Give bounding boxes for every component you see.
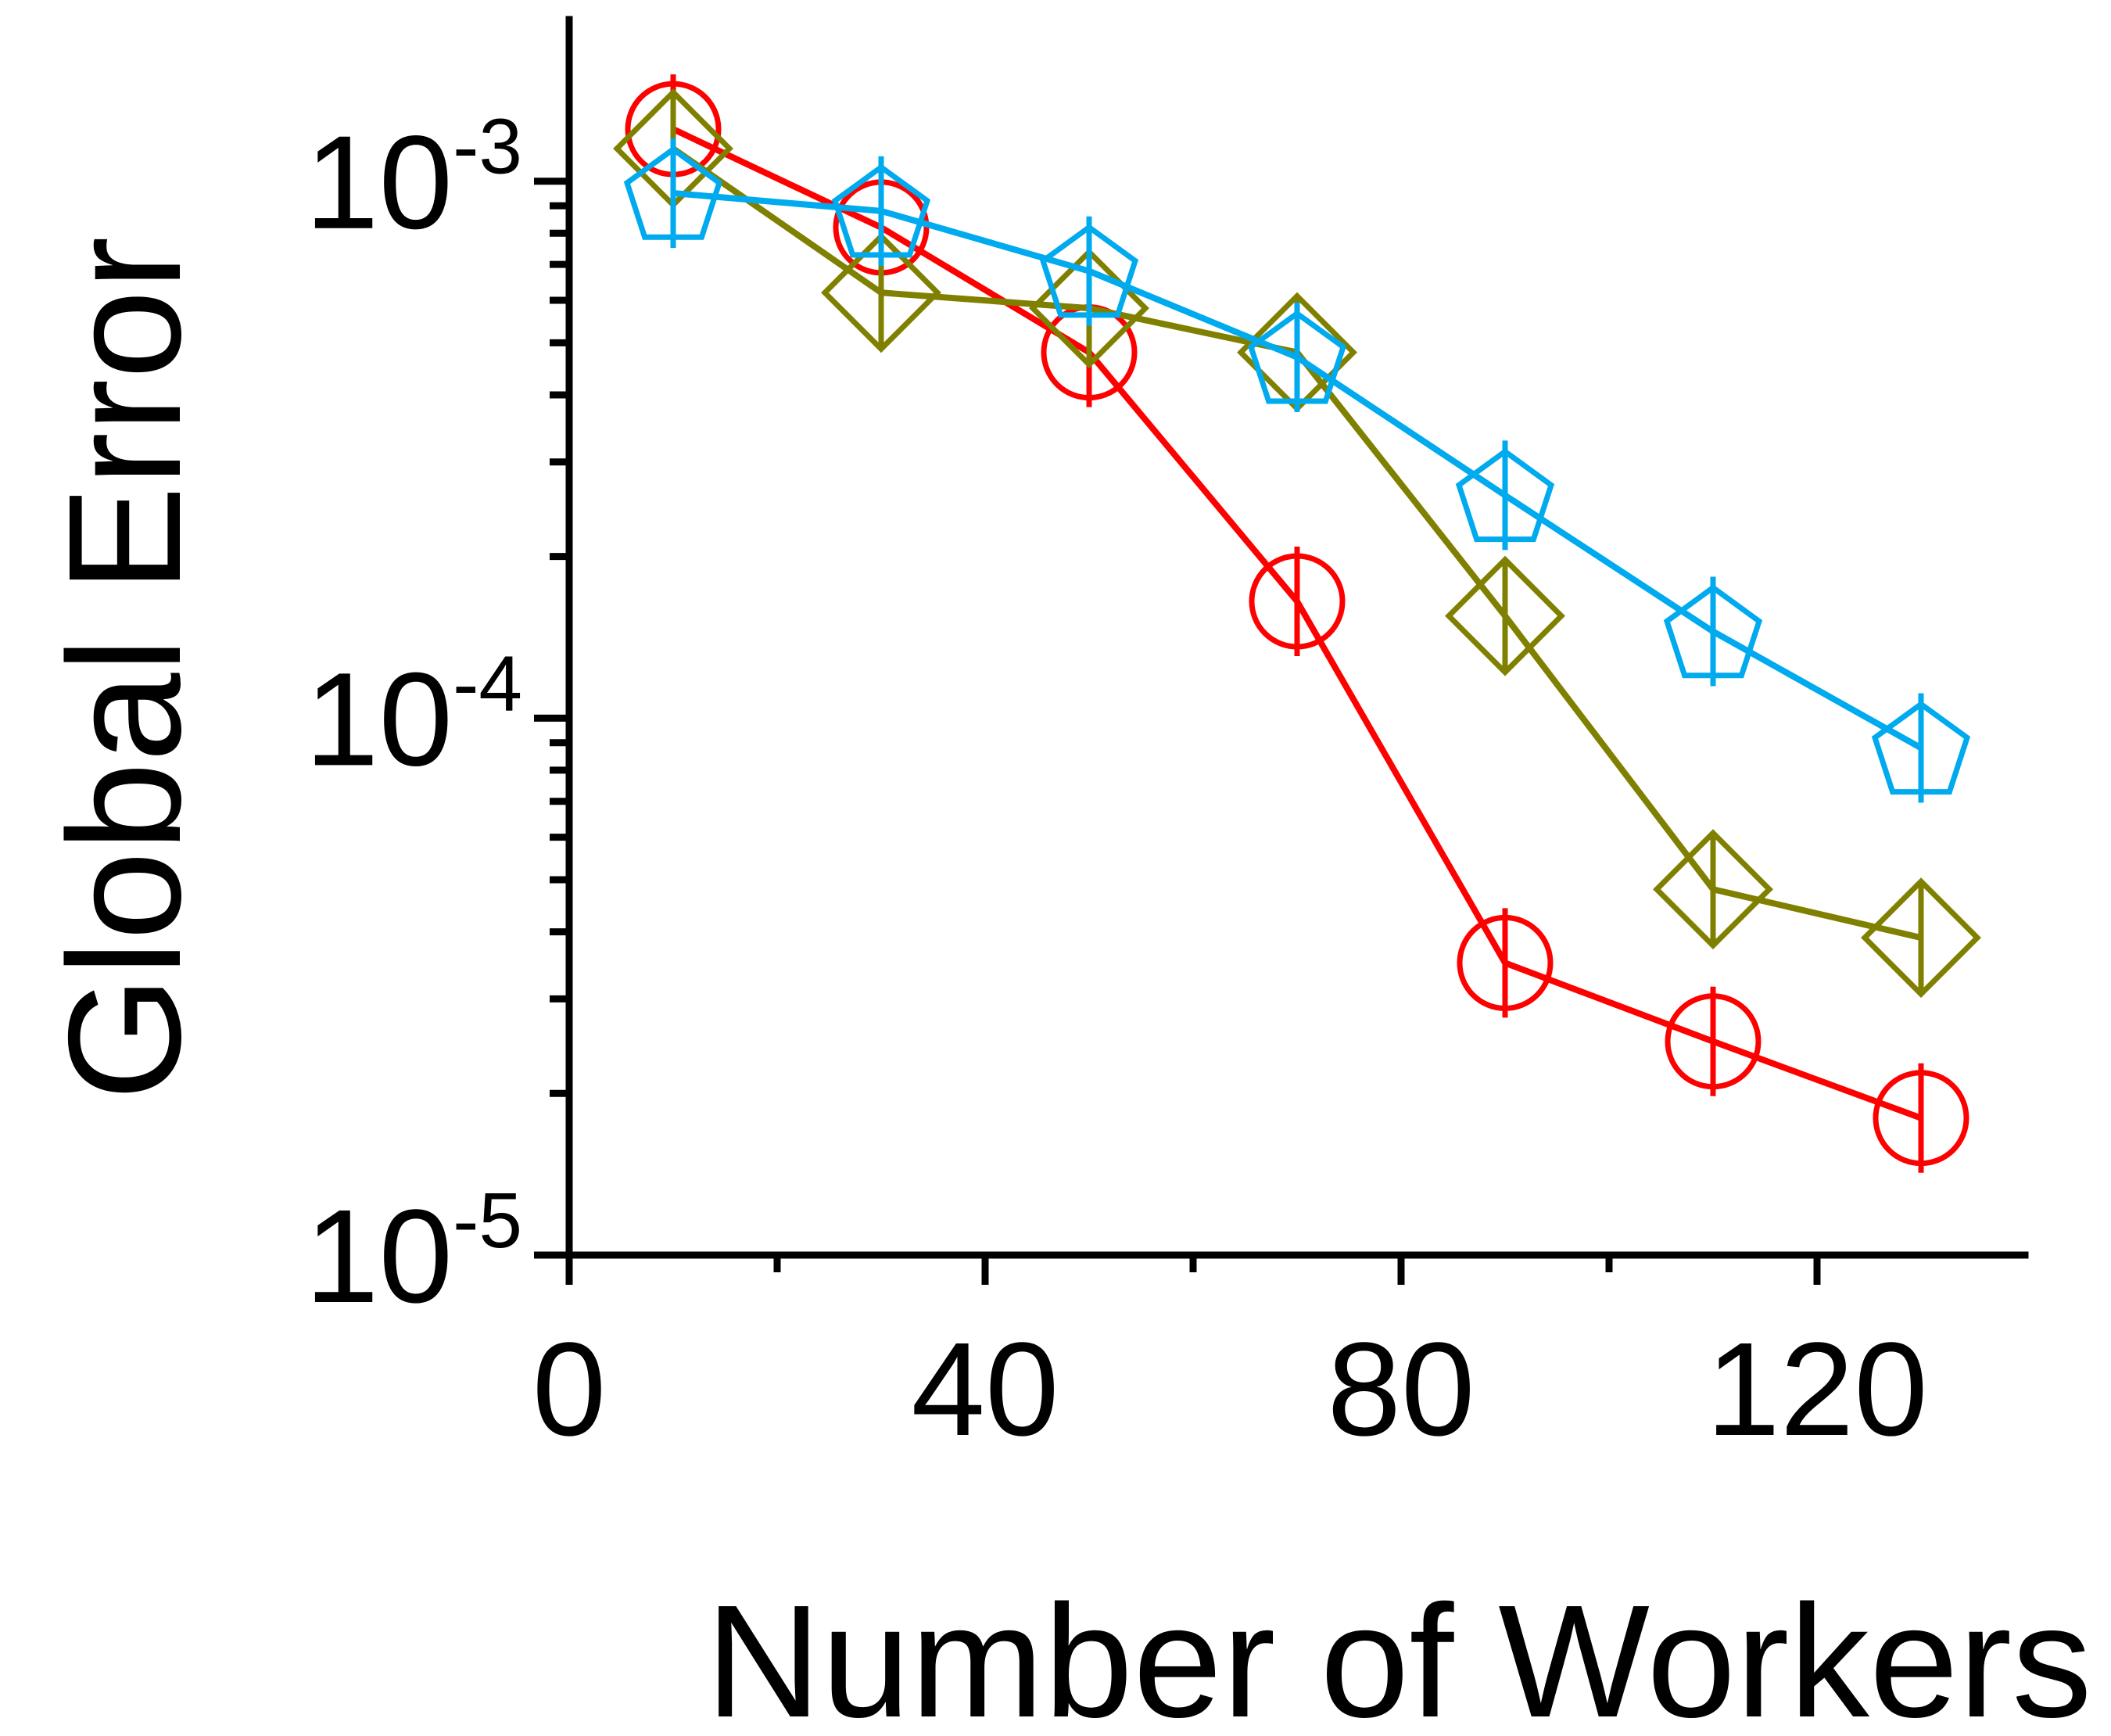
y-tick-base: 10 — [305, 1182, 453, 1331]
data-point-diamond — [1653, 829, 1773, 950]
series-diamond — [613, 88, 1981, 999]
series-circle — [625, 74, 1969, 1173]
y-tick-label: 10-3 — [305, 103, 522, 257]
y-tick-label: 10-5 — [305, 1177, 522, 1331]
x-tick-label: 40 — [911, 1315, 1059, 1464]
x-axis-title: Number of Workers — [705, 1572, 2091, 1736]
y-tick-base: 10 — [305, 645, 453, 794]
data-point-diamond — [1861, 877, 1981, 999]
x-tick-label: 0 — [532, 1315, 607, 1464]
data-point-diamond — [1445, 555, 1565, 676]
y-tick-exponent: -4 — [453, 640, 522, 727]
x-tick-label: 80 — [1327, 1315, 1475, 1464]
x-tick-label: 120 — [1706, 1315, 1928, 1464]
series-layer — [613, 74, 1981, 1173]
data-point-diamond — [821, 232, 941, 353]
y-axis-title: Global Error — [35, 236, 214, 1100]
y-tick-label: 10-4 — [305, 640, 522, 794]
series-pentagon — [623, 138, 1971, 803]
y-tick-exponent: -5 — [453, 1177, 522, 1264]
y-tick-base: 10 — [305, 109, 453, 257]
y-tick-exponent: -3 — [453, 103, 522, 191]
